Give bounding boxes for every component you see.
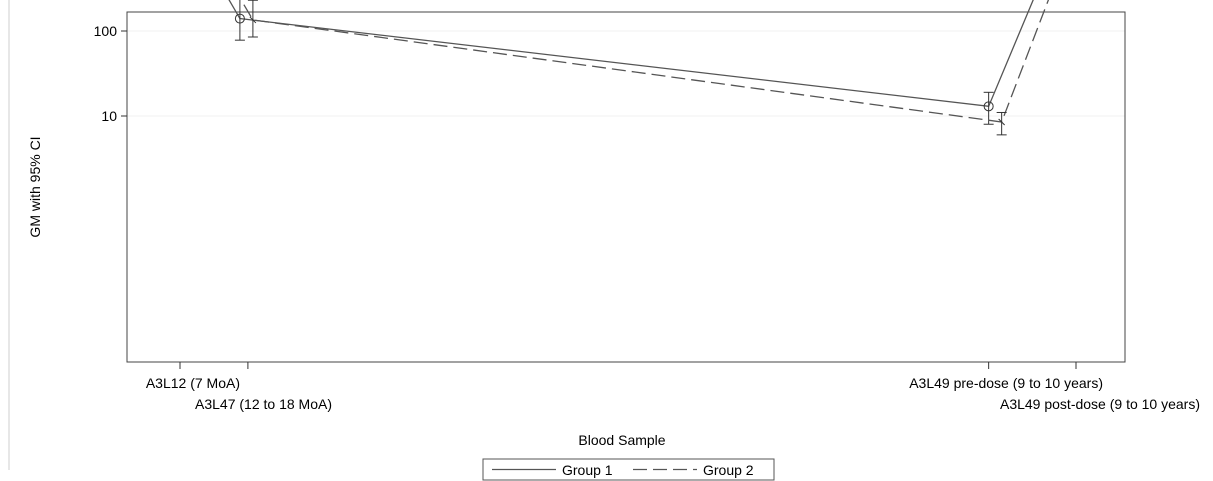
data-point [249,16,257,24]
series-line-group-2 [240,0,1050,123]
x-tick-label: A3L49 pre-dose (9 to 10 years) [909,375,1103,391]
data-point [983,101,994,112]
x-tick-label: A3L12 (7 MoA) [146,375,240,391]
error-bar [247,0,258,38]
x-tick-label: A3L47 (12 to 18 MoA) [195,396,332,412]
grid [127,30,1125,117]
legend-box [482,458,775,481]
data-point [998,118,1005,126]
y-axis: 10100100010000 [94,23,127,124]
legend-label: Group 2 [703,462,754,478]
error-bar [996,111,1007,136]
error-bar [234,0,245,41]
y-tick-label: 100 [94,23,118,39]
error-bar [983,91,994,125]
data-point [234,13,245,24]
legend-label: Group 1 [562,462,613,478]
x-axis: A3L12 (7 MoA) A3L47 (12 to 18 MoA) A3L49 p… [146,362,1200,412]
series-line-group-1 [228,0,1034,108]
plot-frame [126,11,1126,363]
legend: Group 1 Group 2 [482,458,775,481]
x-axis-label: Blood Sample [578,432,665,448]
y-tick-label: 10 [101,108,117,124]
series-layer [228,0,1050,136]
y-axis-label: GM with 95% CI [27,136,43,237]
x-tick-label: A3L49 post-dose (9 to 10 years) [1000,396,1200,412]
